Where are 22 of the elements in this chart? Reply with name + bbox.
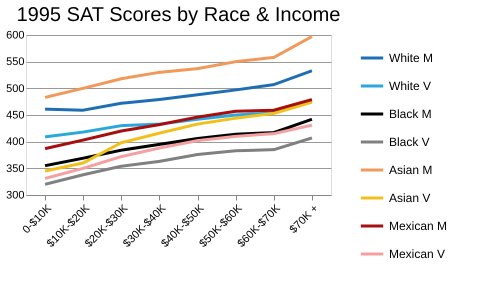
y-tick-label: 500 (6, 82, 24, 95)
y-tick-label: 350 (6, 162, 24, 175)
legend-label: Asian V (389, 191, 430, 205)
line-series (44, 69, 314, 112)
legend-label: Black V (389, 135, 430, 149)
line-series (44, 100, 314, 172)
line-series (44, 98, 314, 150)
y-tick-label: 450 (6, 110, 24, 122)
legend-label: Asian M (389, 163, 432, 177)
y-tick-label: 400 (6, 136, 24, 148)
legend-label: White V (389, 79, 432, 93)
line-series (44, 136, 314, 186)
line-series (44, 124, 314, 180)
legend-label: White M (389, 51, 434, 65)
y-tick-label: 300 (6, 190, 24, 202)
line-series (44, 35, 314, 99)
y-tick-label: 550 (6, 56, 24, 68)
legend-label: Black M (389, 107, 432, 121)
legend-label: Mexican V (389, 247, 446, 261)
y-tick-label: 600 (6, 30, 24, 42)
chart-title: 1995 SAT Scores by Race & Income (16, 4, 340, 26)
legend-label: Mexican M (389, 219, 448, 233)
